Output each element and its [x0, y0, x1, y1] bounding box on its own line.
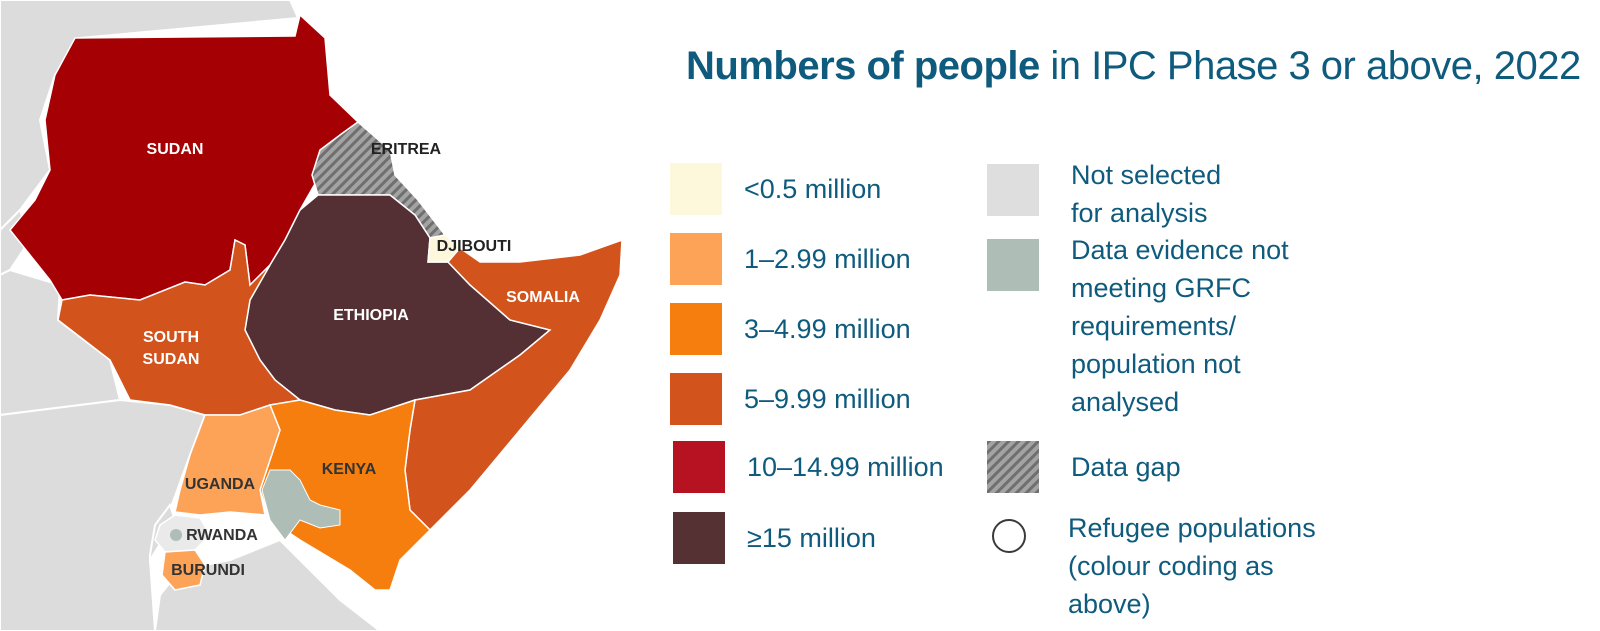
legend-line: (colour coding as	[1068, 551, 1274, 581]
label-burundi: BURUNDI	[171, 562, 245, 579]
uganda-region	[174, 404, 281, 516]
legend-title: Numbers of people in IPC Phase 3 or abov…	[686, 44, 1581, 89]
legend-label: 1–2.99 million	[744, 244, 911, 274]
swatch-data-evidence	[987, 239, 1039, 291]
label-south-sudan-line2: SUDAN	[143, 351, 200, 368]
label-ethiopia: ETHIOPIA	[333, 307, 409, 324]
label-uganda: UGANDA	[185, 476, 256, 493]
swatch-lt-0-5	[670, 163, 722, 215]
legend-line: requirements/	[1071, 311, 1237, 341]
legend-title-bold: Numbers of people	[686, 44, 1040, 88]
legend-title-rest: in IPC Phase 3 or above, 2022	[1039, 44, 1581, 88]
legend-line: Data gap	[1071, 452, 1181, 482]
legend-label: Data evidence not meeting GRFC requireme…	[1071, 231, 1361, 421]
legend-label: 3–4.99 million	[744, 314, 911, 344]
label-rwanda: RWANDA	[186, 527, 258, 544]
legend-line: above)	[1068, 589, 1151, 619]
legend-line: Data evidence not	[1071, 235, 1289, 265]
legend-line: population not	[1071, 349, 1241, 379]
label-south-sudan-line1: SOUTH	[143, 329, 199, 346]
rwanda-region	[154, 514, 211, 553]
somalia-region	[404, 238, 623, 532]
swatch-5-9-99	[670, 373, 722, 425]
swatch-data-gap	[987, 441, 1039, 493]
swatch-10-14-99	[673, 441, 725, 493]
legend-label: 10–14.99 million	[747, 452, 944, 482]
legend-line: meeting GRFC	[1071, 273, 1252, 303]
legend-label: 5–9.99 million	[744, 384, 911, 414]
legend-label: <0.5 million	[744, 174, 882, 204]
swatch-3-4-99	[670, 303, 722, 355]
legend-label: Data gap	[1071, 448, 1361, 486]
legend-line: Refugee populations	[1068, 513, 1316, 543]
legend-label: ≥15 million	[747, 523, 876, 553]
label-somalia: SOMALIA	[506, 289, 580, 306]
south-sudan-region	[57, 238, 302, 416]
refugee-circle-icon	[992, 519, 1026, 553]
label-sudan: SUDAN	[147, 141, 204, 158]
legend-label: Refugee populations (colour coding as ab…	[1068, 509, 1358, 623]
burundi-region	[161, 549, 206, 591]
label-kenya: KENYA	[322, 461, 377, 478]
swatch-not-selected	[987, 164, 1039, 216]
legend-line: Not selected	[1071, 160, 1222, 190]
east-africa-map: SUDAN ERITREA DJIBOUTI ETHIOPIA SOMALIA …	[0, 0, 640, 631]
legend-line: analysed	[1071, 387, 1180, 417]
legend-line: for analysis	[1071, 198, 1208, 228]
label-eritrea: ERITREA	[371, 141, 442, 158]
label-djibouti: DJIBOUTI	[437, 238, 512, 255]
refugee-marker	[170, 529, 182, 541]
data-evidence-area	[261, 469, 341, 541]
legend-label: Not selected for analysis	[1071, 156, 1361, 232]
swatch-1-2-99	[670, 233, 722, 285]
swatch-ge-15	[673, 512, 725, 564]
country-labels: SUDAN ERITREA DJIBOUTI ETHIOPIA SOMALIA …	[143, 141, 581, 579]
